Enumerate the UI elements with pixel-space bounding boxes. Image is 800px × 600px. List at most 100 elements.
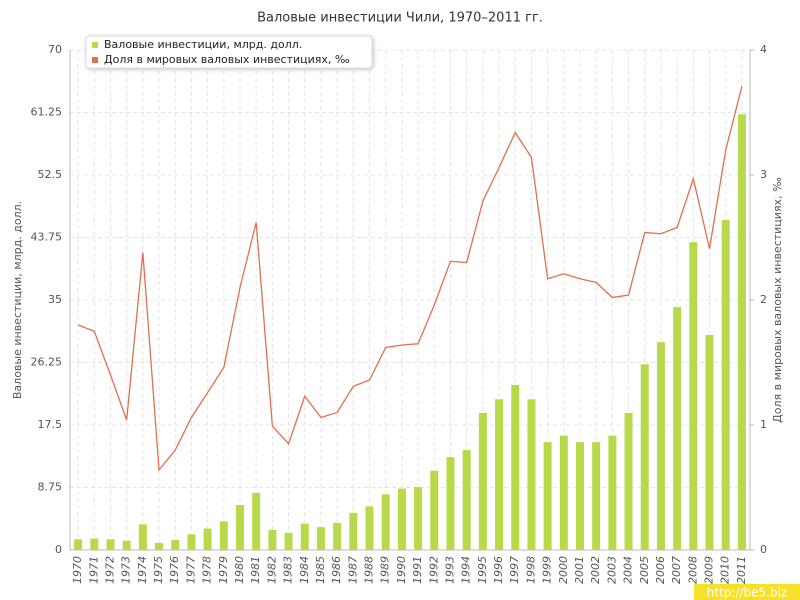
bar [349,512,358,550]
bar [90,538,99,550]
x-tick-label: 1977 [184,556,197,584]
bar [397,488,406,550]
x-tick-label: 1970 [71,556,84,584]
x-tick-label: 1973 [120,556,133,584]
bar [300,523,309,550]
y-tick-label: 8.75 [38,481,63,494]
bar [187,534,196,550]
bar [236,505,244,550]
y2-tick-label: 0 [760,543,767,556]
bar [122,540,131,550]
bar [673,307,682,550]
x-tick-label: 1985 [314,556,327,584]
y2-tick-label: 2 [760,293,767,306]
y-tick-label: 43.75 [31,231,63,244]
bar [219,521,228,550]
bar [705,335,714,550]
bar [592,442,601,550]
x-tick-label: 2010 [719,556,732,584]
x-tick-label: 2003 [605,556,618,584]
watermark-bg [694,584,800,600]
y2-tick-label: 1 [760,418,767,431]
y-tick-label: 0 [55,543,62,556]
bar [171,540,180,550]
bar [268,530,277,550]
bar [721,220,730,550]
y-tick-label: 70 [48,43,62,56]
x-tick-label: 1976 [168,556,181,584]
x-tick-label: 1982 [265,556,278,584]
watermark: http://be5.biz [707,586,787,600]
legend-label: Валовые инвестиции, млрд. долл. [104,38,302,51]
x-tick-label: 1993 [443,556,456,584]
x-tick-label: 2009 [703,556,716,584]
x-tick-label: 1978 [201,556,214,584]
bar [478,412,487,550]
bar [316,527,325,550]
x-tick-label: 1980 [233,556,246,584]
x-tick-label: 1988 [363,556,376,584]
x-tick-label: 1971 [87,556,100,584]
x-tick-label: 1979 [217,556,230,584]
bar [576,442,584,550]
x-tick-label: 1974 [136,556,149,584]
bar [252,492,261,550]
x-tick-label: 1992 [427,556,440,584]
y-tick-label: 26.25 [31,356,63,369]
legend-swatch [92,57,98,63]
bar [74,539,83,550]
bar [106,539,115,550]
bar [689,242,698,550]
bar [608,435,617,550]
x-tick-label: 1975 [152,556,165,584]
bar [155,542,164,550]
y-tick-label: 17.5 [38,418,63,431]
y-axis-label: Валовые инвестиции, млрд. долл. [11,201,24,399]
x-tick-label: 1996 [492,556,505,584]
x-tick-label: 2005 [638,556,651,584]
bar [495,399,504,550]
x-tick-label: 2004 [622,556,635,584]
bar [203,528,212,550]
x-tick-label: 1983 [282,556,295,584]
bar [527,399,536,550]
bar [446,457,455,550]
x-tick-label: 1986 [330,556,343,584]
x-tick-label: 2007 [670,556,683,584]
x-tick-label: 1981 [249,556,262,584]
x-tick-label: 1991 [411,556,424,584]
bar [559,435,568,550]
legend-swatch [92,42,98,48]
bar [543,442,552,550]
y2-tick-label: 4 [760,43,767,56]
bar [414,487,423,550]
bar [138,524,147,550]
y-tick-label: 35 [48,293,62,306]
bar [656,342,665,550]
y-tick-label: 61.25 [31,106,63,119]
bar [737,114,746,551]
x-tick-label: 1995 [476,556,489,584]
legend: Валовые инвестиции, млрд. долл. Доля в ми… [85,35,373,69]
x-tick-label: 1998 [524,556,537,584]
legend-label: Доля в мировых валовых инвестициях, ‰ [104,53,350,66]
bar [624,412,633,550]
x-tick-label: 2000 [557,556,570,584]
bar [333,522,342,550]
bar [381,494,390,550]
y-tick-label: 52.5 [38,168,63,181]
legend-box [85,35,373,69]
bar [462,450,471,550]
bar [284,532,293,550]
x-tick-label: 1997 [508,556,521,584]
bar [365,506,374,550]
x-tick-label: 2011 [735,556,748,584]
x-tick-label: 1994 [460,556,473,584]
x-tick-label: 1999 [541,556,554,584]
x-tick-label: 1989 [379,556,392,584]
bar [640,364,649,550]
x-tick-label: 2006 [654,556,667,584]
x-tick-label: 2002 [589,556,602,584]
line [77,86,743,472]
